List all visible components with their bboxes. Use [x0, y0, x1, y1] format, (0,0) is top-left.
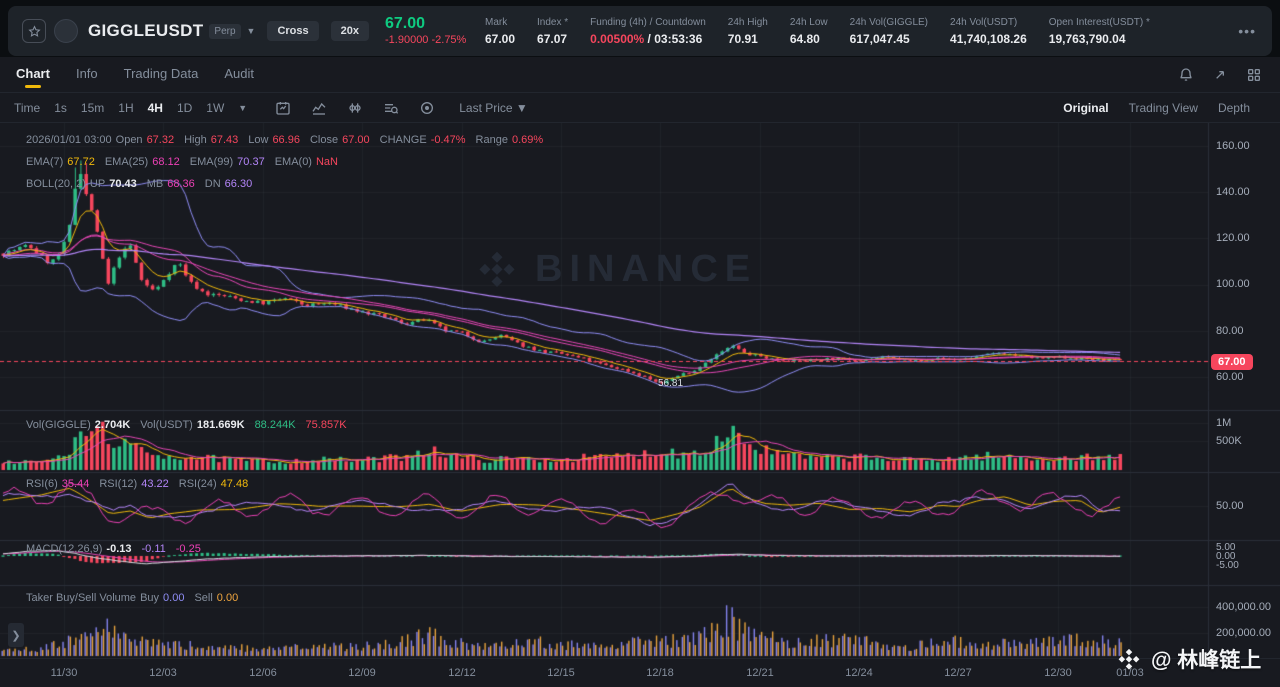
axis-label: 1M	[1216, 417, 1232, 429]
pane-expand-handle[interactable]: ❯	[8, 623, 24, 647]
interval-4h[interactable]: 4H	[147, 100, 163, 115]
time-tick: 01/03	[1116, 667, 1144, 679]
coin-logo	[54, 19, 78, 43]
toolbar-icons	[275, 100, 435, 116]
binance-diamond-icon	[1118, 648, 1140, 670]
chart-area: BINANCE 2026/01/01 03:00 Open 67.32 High 67.…	[0, 123, 1280, 658]
screenshot-icon[interactable]	[419, 100, 435, 116]
alert-icon[interactable]	[1178, 67, 1194, 83]
view-modes: Original Trading View Depth	[1063, 101, 1266, 115]
time-tick: 11/30	[50, 667, 78, 679]
axis-label: 200,000.00	[1216, 627, 1272, 639]
interval-1d[interactable]: 1D	[176, 100, 193, 115]
price-change: -1.90000 -2.75%	[385, 33, 467, 46]
time-tick: 12/06	[249, 667, 277, 679]
time-tick: 12/21	[746, 667, 774, 679]
expand-icon[interactable]	[1212, 67, 1228, 83]
credit-watermark: @ 林峰链上	[1116, 644, 1261, 674]
symbol-header: GIGGLEUSDT Perp ▼ Cross 20x 67.00 -1.900…	[8, 6, 1272, 56]
header-stat-funding-4h-countdown: Funding (4h) / Countdown 0.00500% / 03:53…	[590, 16, 706, 46]
time-tick: 12/27	[944, 667, 972, 679]
axis-label: -5.00	[1216, 560, 1239, 571]
main-panel: Chart Info Trading Data Audit Time 1s 15m 1H 4H…	[0, 57, 1280, 687]
leverage-button[interactable]: 20x	[330, 21, 369, 41]
view-settings-icon[interactable]	[383, 100, 399, 116]
header-stat-24h-vol-giggle-: 24h Vol(GIGGLE) 617,047.45	[849, 16, 929, 46]
axis-label: 140.00	[1216, 186, 1250, 198]
time-tick: 12/03	[149, 667, 177, 679]
interval-1s[interactable]: 1s	[54, 100, 67, 115]
favorite-star-icon[interactable]	[22, 19, 46, 43]
price-block: 67.00 -1.90000 -2.75%	[385, 15, 471, 46]
current-price-badge: 67.00	[1211, 354, 1253, 370]
interval-1w[interactable]: 1W	[206, 100, 225, 115]
price-source-select[interactable]: Last Price ▼	[459, 100, 528, 115]
chart-style-icon[interactable]	[275, 100, 291, 116]
time-tick: 12/18	[646, 667, 674, 679]
axis-label: 50.00	[1216, 500, 1244, 512]
interval-time[interactable]: Time	[14, 100, 41, 115]
time-tick: 12/15	[547, 667, 575, 679]
axis-label: 400,000.00	[1216, 601, 1272, 613]
header-stat-24h-low: 24h Low 64.80	[789, 16, 828, 46]
view-mode-trading-view[interactable]: Trading View	[1128, 100, 1198, 115]
header-stat-24h-vol-usdt-: 24h Vol(USDT) 41,740,108.26	[950, 16, 1027, 46]
time-tick: 12/12	[448, 667, 476, 679]
layout-grid-icon[interactable]	[1246, 67, 1262, 83]
interval-15m[interactable]: 15m	[80, 100, 105, 115]
header-stat-open-interest-usdt-: Open Interest(USDT) * 19,763,790.04	[1048, 16, 1150, 46]
contract-type-badge: Perp	[209, 23, 241, 39]
compare-overlay-icon[interactable]	[347, 100, 363, 116]
header-stats: Mark 67.00 Index * 67.07 Funding (4h) / Coun…	[485, 17, 1236, 46]
margin-mode-button[interactable]: Cross	[267, 21, 319, 41]
symbol-dropdown-icon[interactable]: ▼	[246, 26, 256, 36]
symbol-name[interactable]: GIGGLEUSDT	[88, 21, 204, 40]
tab-info[interactable]: Info	[75, 65, 98, 81]
interval-dropdown-icon[interactable]: ▼	[238, 102, 248, 113]
header-stat-24h-high: 24h High 70.91	[727, 16, 768, 46]
axis-label: 100.00	[1216, 278, 1250, 290]
tabs-row: Chart Info Trading Data Audit	[0, 57, 1280, 92]
header-stat-mark: Mark 67.00	[485, 16, 516, 46]
time-tick: 12/24	[845, 667, 873, 679]
chart-toolbar: Time 1s 15m 1H 4H 1D 1W ▼ Last Price ▼ Original…	[0, 92, 1280, 123]
axis-label: 160.00	[1216, 140, 1250, 152]
tab-trading-data[interactable]: Trading Data	[123, 65, 199, 81]
tab-chart[interactable]: Chart	[16, 60, 50, 90]
axis-label: 60.00	[1216, 371, 1244, 383]
interval-1h[interactable]: 1H	[118, 100, 134, 115]
time-tick: 12/09	[348, 667, 376, 679]
tabs-icons	[1178, 67, 1280, 83]
last-price: 67.00	[385, 15, 426, 33]
time-tick: 12/30	[1044, 667, 1072, 679]
more-icon[interactable]: •••	[1238, 23, 1256, 39]
axis-label: 80.00	[1216, 325, 1244, 337]
time-axis[interactable]: 11/30 12/03 12/06 12/09 12/12 12/15 12/18 12/21…	[0, 658, 1280, 687]
axis-label: 500K	[1216, 435, 1242, 447]
low-price-annotation: 56.81	[658, 378, 684, 389]
header-stat-index-: Index * 67.07	[537, 16, 569, 46]
axis-label: 120.00	[1216, 232, 1250, 244]
view-mode-depth[interactable]: Depth	[1217, 100, 1250, 115]
axis-label: 0.00	[1216, 551, 1236, 562]
credit-text: @ 林峰链上	[1151, 649, 1262, 672]
chart-canvas[interactable]	[0, 123, 1280, 658]
view-mode-original[interactable]: Original	[1063, 100, 1109, 115]
tab-audit[interactable]: Audit	[224, 65, 254, 81]
axis-label: 5.00	[1216, 542, 1236, 553]
technical-indicator-icon[interactable]	[311, 100, 327, 116]
